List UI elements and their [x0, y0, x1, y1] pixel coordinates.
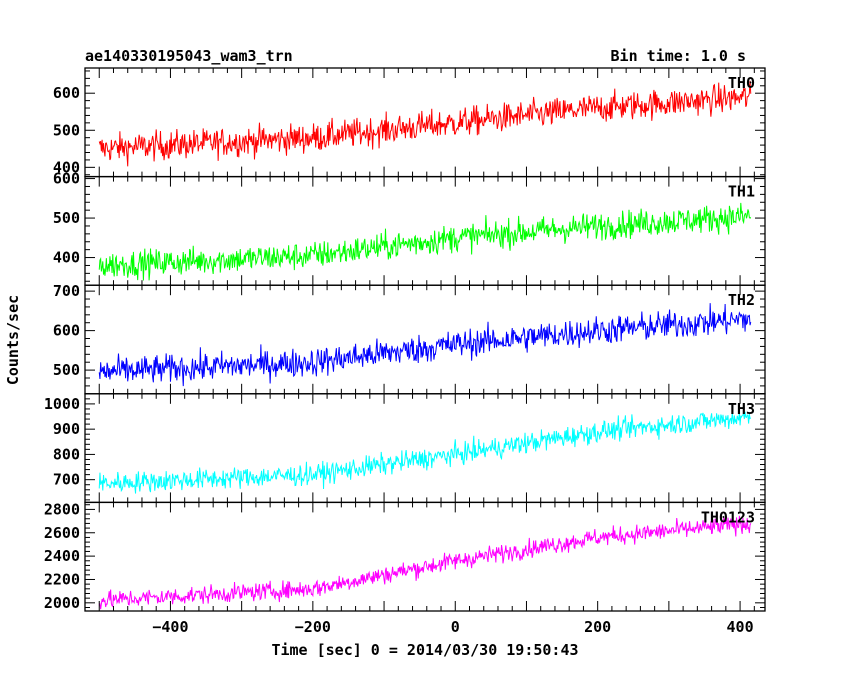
panel-frame	[84, 501, 766, 612]
panels-group: 400 500 600 TH0 400 500 600 TH1 500 600 700 TH2 700 8…	[44, 67, 766, 636]
y-tick-label: 400	[53, 158, 80, 176]
panel-frame	[84, 393, 766, 504]
y-tick-label: 600	[53, 322, 80, 340]
x-axis-label: Time [sec] 0 = 2014/03/30 19:50:43	[271, 641, 578, 659]
x-tick-label: 0	[451, 618, 460, 636]
y-tick-label: 400	[53, 249, 80, 267]
x-tick-label: −400	[152, 618, 188, 636]
panel-th0: 400 500 600 TH0	[53, 67, 766, 178]
x-tick-label: 400	[727, 618, 754, 636]
y-axis-label: Counts/sec	[4, 295, 22, 385]
y-tick-label: 700	[53, 282, 80, 300]
series-line-th2	[98, 303, 752, 387]
series-line-th0123	[98, 515, 752, 610]
y-tick-label: 600	[53, 170, 80, 188]
panel-label: TH0	[728, 74, 755, 92]
series-line-th3	[98, 411, 752, 494]
series-line-th0	[98, 80, 752, 167]
panel-label: TH0123	[701, 508, 755, 526]
panel-label: TH3	[728, 400, 755, 418]
chart-title: ae140330195043_wam3_trn	[85, 47, 293, 65]
y-tick-label: 700	[53, 471, 80, 489]
y-tick-label: 900	[53, 420, 80, 438]
y-tick-label: 500	[53, 209, 80, 227]
bin-time-label: Bin time: 1.0 s	[611, 47, 746, 65]
y-tick-label: 2200	[44, 570, 80, 588]
y-tick-label: 600	[53, 84, 80, 102]
x-tick-label: −200	[295, 618, 331, 636]
y-tick-label: 2400	[44, 547, 80, 565]
panel-label: TH1	[728, 183, 755, 201]
y-tick-label: 800	[53, 445, 80, 463]
y-tick-label: 2000	[44, 594, 80, 612]
y-tick-label: 2800	[44, 500, 80, 518]
panel-th2: 500 600 700 TH2	[53, 282, 766, 395]
panel-label: TH2	[728, 291, 755, 309]
panel-th1: 400 500 600 TH1	[53, 170, 766, 286]
panel-frame	[84, 284, 766, 395]
y-tick-label: 2600	[44, 524, 80, 542]
y-tick-label: 1000	[44, 395, 80, 413]
y-tick-label: 500	[53, 361, 80, 379]
x-tick-label: 200	[584, 618, 611, 636]
panel-th3: 700 800 900 1000 TH3	[44, 393, 766, 504]
series-line-th1	[98, 202, 752, 281]
y-tick-label: 500	[53, 121, 80, 139]
panel-th0123: 2000 2200 2400 2600 2800 TH0123	[44, 500, 766, 612]
